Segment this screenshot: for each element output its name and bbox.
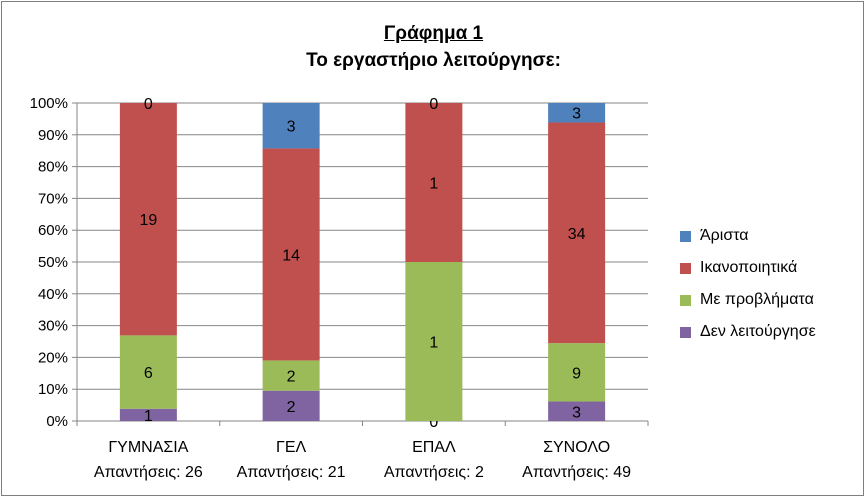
legend-item: Δεν λειτούργησε [680,316,816,348]
x-category-label: ΓΥΜΝΑΣΙΑ [108,439,188,456]
chart-subtitle: Το εργαστήριο λειτούργησε: [306,50,561,71]
data-label: 6 [144,365,153,382]
y-tick-label: 70% [38,190,68,207]
data-label: 1 [429,335,438,352]
data-label: 0 [429,414,438,431]
bar-segment [405,262,463,421]
legend-label: Με προβλήματα [700,291,814,308]
y-tick-label: 10% [38,381,68,398]
bar-segment [548,103,606,123]
legend-item: Με προβλήματα [680,284,816,316]
legend-item: Άριστα [680,220,816,252]
y-tick-label: 90% [38,127,68,144]
data-label: 3 [572,106,581,123]
data-label: 34 [568,226,586,243]
bar-segment [548,122,606,344]
bar-segment [119,408,177,421]
bar-segment [405,103,463,262]
data-label: 1 [144,408,153,425]
legend-label: Ικανοποιητικά [700,259,798,276]
y-tick-label: 100% [30,95,68,112]
y-tick-label: 50% [38,254,68,271]
x-category-sublabel: Απαντήσεις: 49 [522,464,631,481]
legend-label: Δεν λειτούργησε [700,323,816,340]
x-category-label: ΣΥΝΟΛΟ [543,439,610,456]
data-label: 2 [287,399,296,416]
legend-swatch [680,326,691,338]
legend-swatch [680,230,691,242]
data-label: 9 [572,365,581,382]
x-category-sublabel: Απαντήσεις: 26 [94,464,203,481]
x-category-label: ΕΠΑΛ [412,439,456,456]
y-tick-label: 40% [38,286,68,303]
data-label: 0 [429,96,438,113]
chart-title-block: Γράφημα 1 Το εργαστήριο λειτούργησε: [0,20,867,74]
data-label: 14 [282,247,300,264]
data-label: 19 [139,212,157,229]
bar-segment [119,335,177,409]
x-category-label: ΓΕΛ [276,439,306,456]
data-label: 2 [287,369,296,386]
bar-segment [262,148,320,361]
legend-label: Άριστα [700,227,749,244]
data-label: 0 [144,96,153,113]
y-tick-label: 30% [38,318,68,335]
x-category-sublabel: Απαντήσεις: 21 [237,464,346,481]
data-label: 3 [287,119,296,136]
bar-segment [262,360,320,391]
y-tick-label: 60% [38,222,68,239]
y-tick-label: 0% [46,413,68,430]
chart-title: Γράφημα 1 [383,23,484,44]
y-tick-label: 20% [38,349,68,366]
legend-swatch [680,294,691,306]
bar-segment [262,390,320,421]
x-category-sublabel: Απαντήσεις: 2 [384,464,484,481]
legend-swatch [680,262,691,274]
bar-segment [548,401,606,421]
data-label: 1 [429,176,438,193]
data-label: 3 [572,404,581,421]
y-tick-label: 80% [38,159,68,176]
chart-legend: Άριστα Ικανοποιητικά Με προβλήματα Δεν λειτ… [680,220,816,348]
bar-segment [548,343,606,402]
bar-segment [262,103,320,149]
bar-segment [119,103,177,336]
legend-item: Ικανοποιητικά [680,252,816,284]
